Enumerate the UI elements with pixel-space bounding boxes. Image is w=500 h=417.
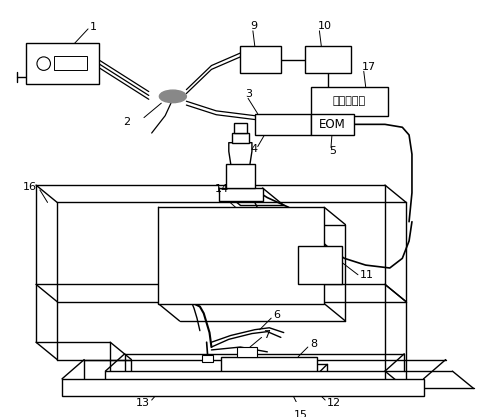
Bar — [202, 355, 213, 362]
Text: 8: 8 — [310, 339, 317, 349]
Text: 10: 10 — [318, 21, 332, 31]
Bar — [305, 46, 351, 73]
Bar — [232, 133, 249, 143]
Bar — [54, 56, 87, 70]
Text: 信号发生器: 信号发生器 — [332, 96, 366, 106]
Text: 2: 2 — [123, 118, 130, 128]
Bar — [158, 207, 324, 304]
Bar — [310, 87, 388, 116]
Text: 12: 12 — [327, 398, 341, 408]
Bar — [62, 379, 424, 396]
Text: 7: 7 — [264, 329, 270, 339]
Text: 5: 5 — [329, 146, 336, 156]
Text: 11: 11 — [360, 270, 374, 280]
Text: 6: 6 — [273, 310, 280, 320]
Circle shape — [37, 57, 51, 70]
Text: 4: 4 — [250, 144, 257, 154]
Text: 14: 14 — [216, 184, 230, 194]
Text: 17: 17 — [362, 63, 376, 73]
Bar — [310, 114, 354, 135]
Ellipse shape — [160, 90, 186, 103]
Bar — [221, 357, 318, 374]
Text: 1: 1 — [90, 22, 97, 32]
Bar — [240, 46, 281, 73]
Bar — [26, 43, 99, 84]
Bar — [298, 246, 342, 284]
Text: 16: 16 — [22, 182, 36, 192]
Bar — [106, 371, 385, 392]
Text: 3: 3 — [245, 90, 252, 100]
Text: 13: 13 — [136, 398, 150, 408]
Bar — [255, 114, 310, 135]
Text: EOM: EOM — [318, 118, 345, 131]
Bar — [234, 123, 247, 133]
Text: 15: 15 — [294, 409, 308, 417]
Bar — [238, 347, 256, 357]
Text: 9: 9 — [250, 21, 257, 31]
Bar — [226, 164, 255, 188]
Bar — [219, 188, 262, 201]
